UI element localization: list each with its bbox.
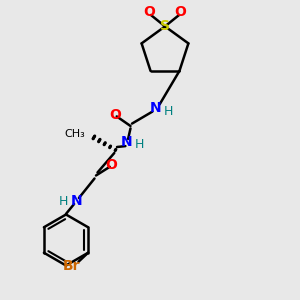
- Text: S: S: [160, 20, 170, 33]
- Text: H: H: [135, 138, 144, 152]
- Text: O: O: [106, 158, 118, 172]
- Text: N: N: [150, 101, 162, 115]
- Text: H: H: [59, 195, 69, 208]
- Text: O: O: [175, 5, 187, 19]
- Text: H: H: [164, 105, 173, 118]
- Text: O: O: [109, 108, 121, 122]
- Text: O: O: [143, 5, 155, 19]
- Text: N: N: [71, 194, 82, 208]
- Text: Br: Br: [63, 259, 80, 273]
- Text: N: N: [121, 136, 133, 149]
- Text: CH₃: CH₃: [65, 129, 85, 139]
